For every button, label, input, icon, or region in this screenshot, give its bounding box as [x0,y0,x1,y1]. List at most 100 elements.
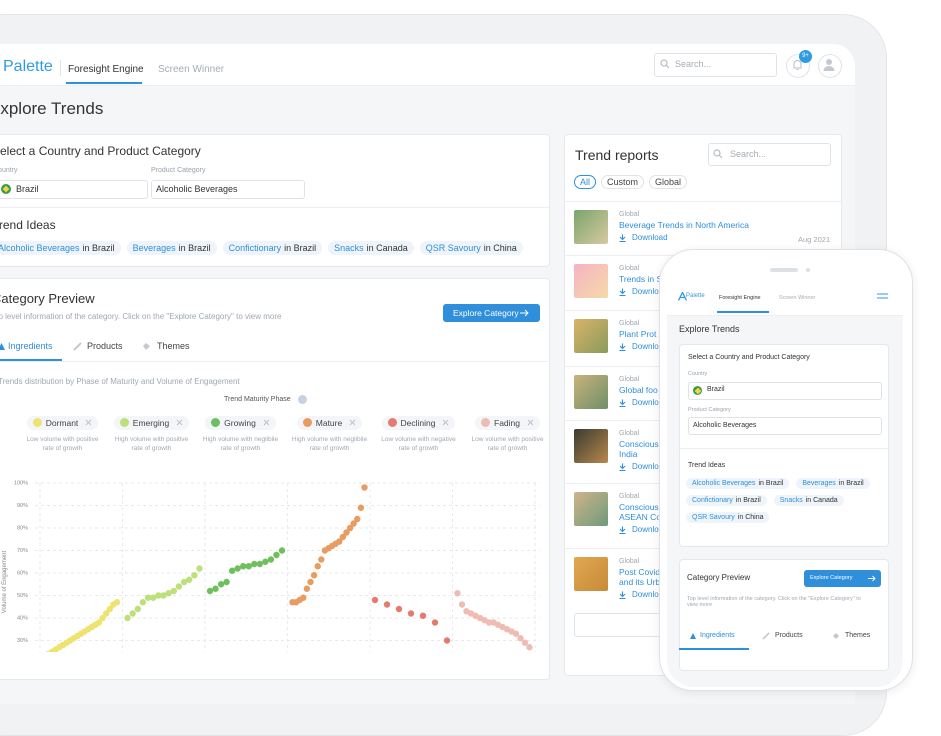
legend-remove[interactable] [442,419,449,426]
trend-idea-chip[interactable]: Confictionary in Brazil [222,241,323,255]
phone-trend-ideas: Alcoholic Beverages in Brazil Beverages in … [686,478,884,523]
legend-chip[interactable]: Fading [475,415,540,430]
chip-highlight: Alcoholic Beverages [0,243,80,253]
phone-explore-button[interactable] [804,570,881,587]
filter-chip[interactable]: Global [649,175,688,189]
report-title[interactable]: Conscious India [619,439,659,459]
legend-label: Emerging [132,417,170,428]
search-box[interactable] [654,53,777,77]
close-icon [349,419,356,426]
country-select[interactable] [0,180,148,199]
tab[interactable]: Products [87,341,123,351]
phone-tab-underline [679,648,749,650]
report-title[interactable]: Global foo [619,385,658,395]
filter-chip[interactable]: Custom [601,175,645,189]
data-point [155,592,162,599]
tab[interactable]: Themes [157,341,190,351]
legend-description: Low volume with negative rate of growth [381,436,456,452]
phone-preview-title: Category Preview [687,573,751,582]
phone-tab[interactable]: Products [775,632,803,639]
report-text: Global Beverage Trends in North America Do… [619,211,819,242]
report-title[interactable]: Plant Prot [619,329,657,339]
trend-idea-chip[interactable]: QSR Savoury in China [686,512,770,523]
report-title[interactable]: Trends in S [619,274,663,284]
trend-idea-chip[interactable]: Alcoholic Beverages in Brazil [0,241,121,255]
legend-chip[interactable]: Dormant [26,415,99,430]
report-download[interactable]: Download [619,525,674,534]
phone-nav-link[interactable]: Screen Winner [779,295,816,301]
phone-category-select[interactable] [688,417,882,435]
explore-button[interactable] [443,304,540,322]
data-point [307,578,314,586]
chip-text: in China [483,243,517,253]
legend-dot [32,418,42,427]
legend-chip[interactable]: Growing [205,415,276,430]
report-title[interactable]: Beverage Trends in North America [619,220,749,230]
report-download[interactable]: Download [619,462,674,471]
download-label: Download [632,233,668,242]
legend-dot [211,418,221,427]
page-title: Explore Trends [0,99,104,118]
report-download[interactable]: Download [619,233,819,242]
report-download[interactable]: Download [619,590,674,599]
data-point [267,556,275,563]
phone-camera [806,268,810,272]
phone-logo[interactable]: Palette [686,293,705,299]
report-download[interactable]: Download [619,398,674,407]
filter-chip[interactable]: All [574,175,597,189]
nav-link[interactable]: Foresight Engine [68,64,144,75]
divider [0,207,549,208]
avatar[interactable] [818,54,842,78]
legend-item: Dormant Low volume with positive rate of … [18,414,107,453]
legend-remove[interactable] [176,419,183,426]
reports-search[interactable] [708,143,831,166]
report-text: Global Plant Prot Download [619,320,674,351]
legend-remove[interactable] [85,419,92,426]
download-label: Download [632,525,668,534]
phone-tab[interactable]: Ingredients [700,632,735,639]
phone-nav-link[interactable]: Foresight Engine [719,295,761,301]
legend-chip[interactable]: Mature [296,415,363,430]
trend-idea-chip[interactable]: Confictionary in Brazil [686,495,767,506]
nav-link[interactable]: Screen Winner [158,64,225,75]
download-icon [619,526,626,534]
logo[interactable]: Palette [3,58,53,75]
download-icon [619,343,626,351]
download-icon [619,463,626,471]
download-icon [619,288,626,296]
data-point [206,587,214,595]
report-download[interactable]: Download [619,287,674,296]
legend-chip[interactable]: Declining [381,415,456,430]
chip-text: in China [737,514,764,521]
phone-logo-mark [678,292,687,301]
y-tick-label: 70% [17,548,28,554]
data-point [336,538,343,545]
country-label: Country [0,167,18,174]
menu-icon[interactable] [877,293,888,299]
data-point [228,567,236,574]
legend-remove[interactable] [349,419,356,426]
scatter-chart: 30% 40% 50% 60% 70% 80% 90% 100% Volume of Engag… [2,480,540,652]
legend-remove[interactable] [527,419,534,426]
tab[interactable]: Ingredients [8,341,53,351]
report-title[interactable]: Post Covid and its Urb [619,567,661,587]
chip-highlight: Snacks [779,497,803,504]
trend-idea-chip[interactable]: Snacks in Canada [328,241,414,255]
report-thumbnail [574,264,608,298]
phone-top-bar [667,257,903,316]
legend-chip[interactable]: Emerging [113,415,190,430]
trend-idea-chip[interactable]: Alcoholic Beverages in Brazil [686,478,790,489]
phone-country-select[interactable] [688,382,882,400]
category-select[interactable] [151,180,305,199]
trend-idea-chip[interactable]: Beverages in Brazil [796,478,870,489]
data-point [371,596,379,604]
trend-idea-chip[interactable]: Beverages in Brazil [126,241,217,255]
report-download[interactable]: Download [619,342,674,351]
info-icon [298,395,307,404]
legend-remove[interactable] [263,419,270,426]
report-region: Global [619,265,640,272]
phone-tab[interactable]: Themes [845,632,871,639]
trend-idea-chip[interactable]: Snacks in Canada [773,495,844,506]
report-title[interactable]: Conscious ASEAN Co [619,502,662,522]
trend-idea-chip[interactable]: QSR Savoury in China [419,241,523,255]
